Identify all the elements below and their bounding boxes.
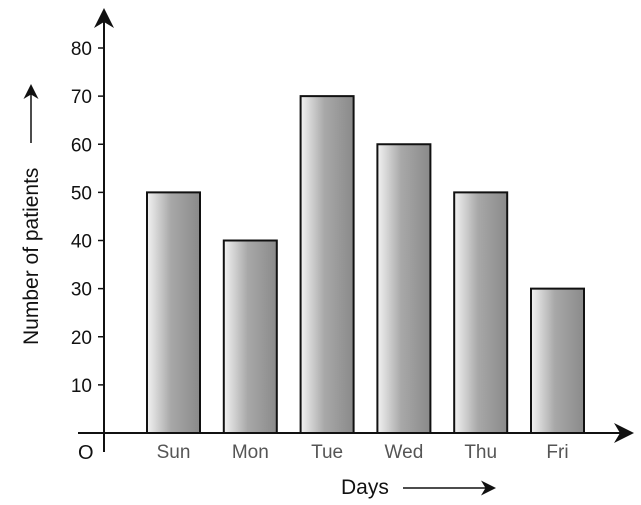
bar-wed (376, 143, 432, 434)
y-axis-title: Number of patients (20, 168, 43, 345)
x-tick-label-tue: Tue (311, 442, 343, 463)
y-tick-label: 60 (71, 135, 92, 156)
y-tick-label: 20 (71, 328, 92, 349)
y-axis-title-group: Number of patients (20, 84, 43, 345)
y-tick-label: 40 (71, 232, 92, 253)
x-tick-label-fri: Fri (546, 442, 568, 463)
bar-thu (453, 191, 509, 434)
origin-label: O (78, 442, 94, 464)
y-tick-label: 10 (71, 376, 92, 397)
bar-fri (530, 287, 585, 434)
x-tick-label-sun: Sun (157, 442, 191, 463)
x-tick-label-thu: Thu (464, 442, 497, 463)
y-tick-label: 80 (71, 39, 92, 60)
x-tick-label-mon: Mon (232, 442, 269, 463)
x-axis-title: Days (341, 476, 389, 499)
y-tick-label: 50 (71, 183, 92, 204)
bar-tue (299, 95, 355, 434)
bars (146, 95, 585, 434)
y-tick-label: 30 (71, 280, 92, 301)
x-tick-label-wed: Wed (385, 442, 424, 463)
x-tick-labels: Sun Mon Tue Wed Thu Fri (157, 442, 569, 463)
bar-mon (222, 239, 278, 434)
y-ticks: 10 20 30 40 50 60 70 80 (71, 39, 104, 397)
bar-sun (146, 191, 201, 434)
y-tick-label: 70 (71, 87, 92, 108)
